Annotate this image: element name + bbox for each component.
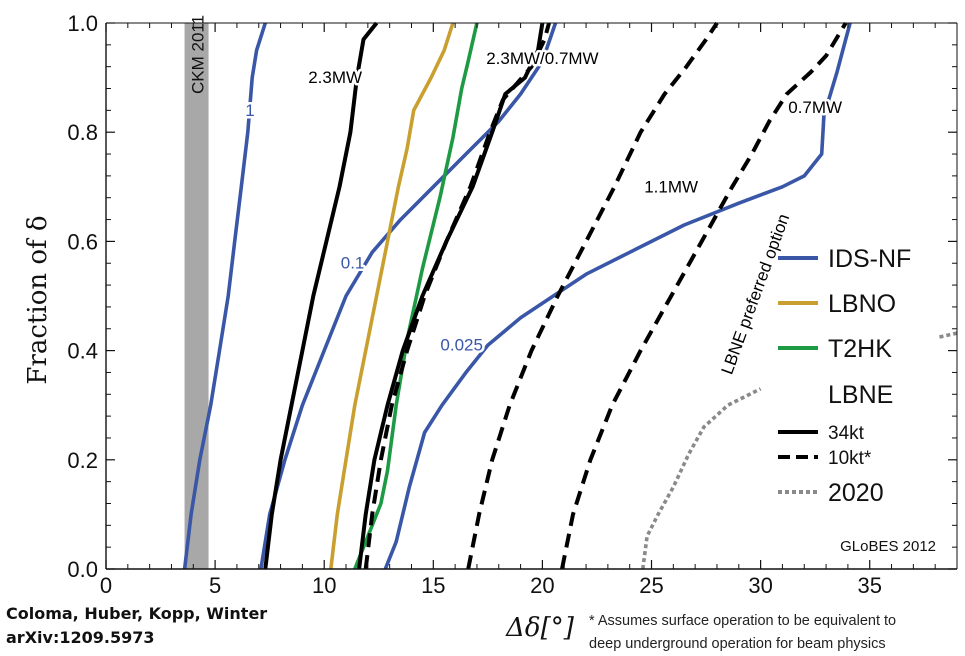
series-lbne-10kt--2-3mw-0-7mw-7 xyxy=(363,22,551,570)
x-tick-label-5: 5 xyxy=(209,573,221,598)
series-2020-curve-10 xyxy=(641,387,762,570)
band-label: CKM 2011 xyxy=(189,15,208,94)
x-tick-label-25: 25 xyxy=(639,573,663,598)
y-tick-label-0.8: 0.8 xyxy=(67,120,98,145)
footnote-line-2: deep underground operation for beam phys… xyxy=(589,636,886,652)
legend-label-10kt-: 10kt* xyxy=(828,448,872,469)
axes: 0 5 10 15 20 25 30 35 0.0 0.2 0.4 0.6 0.8 1.0 Δδ[°] Fra… xyxy=(23,11,958,643)
x-tick-label-20: 20 xyxy=(530,573,554,598)
series-lbne-10kt--1-1mw-8 xyxy=(466,21,719,570)
series-2020-curve-11 xyxy=(939,331,958,339)
annotation-2-3mw-0-7mw: 2.3MW/0.7MW xyxy=(486,49,598,68)
annotation-lbne-preferred-option: LBNE preferred option xyxy=(718,211,794,376)
legend-label-ids-nf: IDS-NF xyxy=(828,245,911,273)
y-tick-label-0.2: 0.2 xyxy=(67,448,98,473)
footnote-line-1: * Assumes surface operation to be equiva… xyxy=(589,613,897,629)
annotation-0-1: 0.1 xyxy=(341,254,365,273)
annotation-0-7mw: 0.7MW xyxy=(788,98,842,117)
legend-label-2020: 2020 xyxy=(828,479,884,507)
series-lbne-10kt--0-7mw-9 xyxy=(560,21,848,570)
plot-area: CKM 2011 xyxy=(182,15,958,570)
y-tick-label-0.4: 0.4 xyxy=(67,339,98,364)
series-lbno-curve-3 xyxy=(329,22,455,570)
annotation-1: 1 xyxy=(245,101,254,120)
y-tick-label-1.0: 1.0 xyxy=(67,11,98,36)
annotation-0-025: 0.025 xyxy=(440,336,483,355)
series-ids-nf-0-1-1 xyxy=(259,22,558,570)
series-ids-nf-1-0 xyxy=(182,22,268,570)
legend-group-title: LBNE xyxy=(828,381,893,409)
x-tick-label-35: 35 xyxy=(857,573,881,598)
series-lbne-34kt-2-3mw-5 xyxy=(263,21,379,570)
series-t2hk-curve-4 xyxy=(353,22,479,570)
x-tick-label-0: 0 xyxy=(100,573,112,598)
legend: IDS-NF LBNO T2HK LBNE 34kt 10kt* 2020 GLoBES 20… xyxy=(778,245,936,555)
x-tick-label-15: 15 xyxy=(421,573,445,598)
annotation-1-1mw: 1.1MW xyxy=(644,177,698,196)
x-axis-title: Δδ[°] xyxy=(505,613,575,643)
series-lbne-34kt-2-3mw-0-7mw-6 xyxy=(357,22,545,570)
credit-authors: Coloma, Huber, Kopp, Winter xyxy=(6,604,268,623)
x-tick-label-30: 30 xyxy=(748,573,772,598)
y-tick-label-0.0: 0.0 xyxy=(67,557,98,582)
globes-watermark: GLoBES 2012 xyxy=(840,538,936,555)
legend-label-lbno: LBNO xyxy=(828,290,896,318)
x-tick-label-10: 10 xyxy=(312,573,336,598)
annotation-2-3mw: 2.3MW xyxy=(308,68,362,87)
series-ids-nf-0-025-2 xyxy=(383,22,852,570)
y-axis-title: Fraction of δ xyxy=(23,215,53,384)
legend-label-t2hk: T2HK xyxy=(828,335,892,363)
y-tick-label-0.6: 0.6 xyxy=(67,229,98,254)
legend-label-34kt: 34kt xyxy=(828,423,865,444)
credit-arxiv: arXiv:1209.5973 xyxy=(6,628,155,647)
